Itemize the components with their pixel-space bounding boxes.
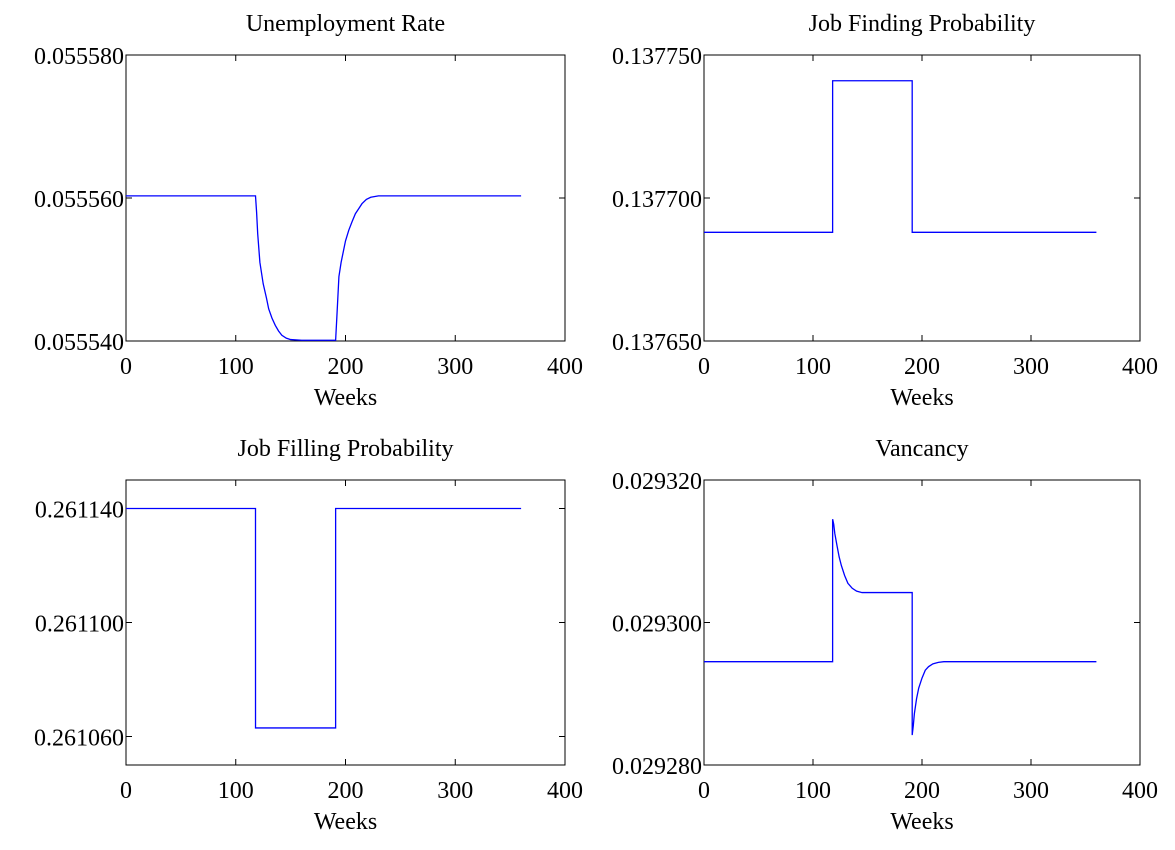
subplot-title: Vancancy: [875, 436, 968, 462]
series-line-1: [704, 519, 1097, 736]
x-axis-label: Weeks: [890, 809, 953, 835]
x-tick-label: 100: [795, 778, 831, 804]
x-tick-label: 200: [904, 354, 940, 380]
x-tick-label: 200: [904, 778, 940, 804]
y-tick-label: 0.137650: [612, 330, 702, 356]
subplot-title: Job Filling Probability: [237, 436, 453, 462]
x-tick-label: 400: [547, 354, 583, 380]
y-tick-label: 0.261140: [35, 498, 124, 524]
y-tick-label: 0.029300: [612, 612, 702, 638]
series-line-1: [126, 195, 522, 341]
y-tick-label: 0.137700: [612, 187, 702, 213]
x-tick-label: 0: [120, 354, 132, 380]
subplot-1: Unemployment Rate 0 100 200 300 400 0.055540 0.…: [34, 11, 583, 411]
x-tick-label: 300: [1013, 778, 1049, 804]
y-tick-label: 0.261100: [35, 612, 124, 638]
subplot-4: Vancancy 0 100 200 300 400 0.029280 0.029300 0.0…: [612, 436, 1158, 835]
subplot-2: Job Finding Probability 0 100 200 300 400 0.13…: [612, 11, 1158, 411]
x-tick-label: 300: [437, 778, 473, 804]
axes-frame: [703, 54, 1141, 342]
x-axis-label: Weeks: [314, 385, 377, 411]
x-tick-label: 200: [328, 778, 364, 804]
y-tick-label: 0.029280: [612, 754, 702, 780]
y-tick-label: 0.055560: [34, 187, 124, 213]
x-tick-label: 200: [328, 354, 364, 380]
y-tick-label: 0.261060: [34, 726, 124, 752]
subplot-3: Job Filling Probability 0 100 200 300 400 0.26…: [34, 436, 583, 835]
x-tick-label: 400: [1122, 354, 1158, 380]
x-tick-label: 300: [437, 354, 473, 380]
x-tick-label: 0: [698, 778, 710, 804]
y-tick-label: 0.029320: [612, 469, 702, 495]
x-tick-label: 400: [1122, 778, 1158, 804]
axes-frame: [125, 479, 566, 766]
axes-frame: [125, 54, 566, 342]
x-axis-label: Weeks: [314, 809, 377, 835]
subplot-title: Job Finding Probability: [809, 11, 1036, 37]
x-tick-label: 300: [1013, 354, 1049, 380]
y-tick-label: 0.137750: [612, 44, 702, 70]
x-tick-label: 400: [547, 778, 583, 804]
x-axis-label: Weeks: [890, 385, 953, 411]
axes-frame: [703, 479, 1141, 766]
series-line-1: [704, 80, 1097, 233]
subplot-title: Unemployment Rate: [246, 11, 445, 37]
y-tick-label: 0.055580: [34, 44, 124, 70]
x-tick-label: 0: [120, 778, 132, 804]
x-tick-label: 100: [795, 354, 831, 380]
series-line-1: [126, 507, 522, 729]
x-tick-label: 100: [218, 354, 254, 380]
y-tick-label: 0.055540: [34, 330, 124, 356]
x-tick-label: 100: [218, 778, 254, 804]
x-tick-label: 0: [698, 354, 710, 380]
